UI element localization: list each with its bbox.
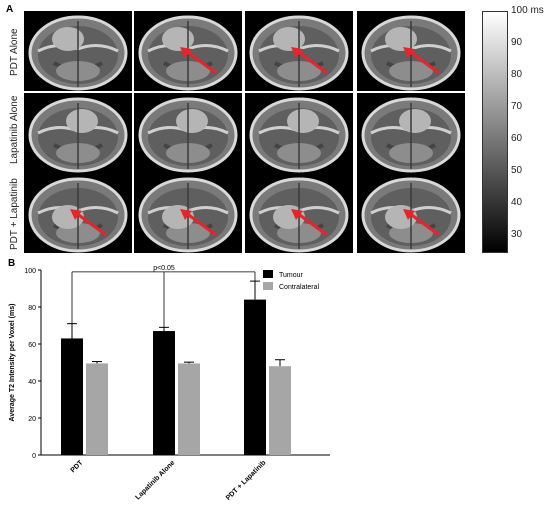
y-tick-label: 60 [28, 342, 36, 349]
y-tick-label: 0 [32, 453, 36, 460]
row-label-pdt-alone: PDT Alone [9, 28, 20, 76]
legend-label: Tumour [279, 272, 304, 279]
mri-image [24, 11, 132, 91]
mri-image [357, 173, 465, 253]
bar [86, 363, 108, 455]
bar [244, 299, 266, 455]
y-tick-label: 100 [24, 268, 36, 275]
legend-label: Contralateral [279, 284, 320, 291]
row-label-pdt-lapatinib: PDT + Lapatinib [9, 178, 20, 250]
bar [178, 363, 200, 455]
mri-image [134, 173, 242, 253]
bar-chart: 0 20 40 60 80 100 Average T2 Intensity per Vox… [9, 265, 330, 502]
colorbar-tick-label: 60 [511, 133, 523, 144]
y-axis-label: Average T2 Intensity per Voxel (ms) [9, 304, 16, 422]
colorbar-tick-label: 50 [511, 165, 523, 176]
bar [269, 366, 291, 455]
category-label: PDT + Lapatinib [225, 459, 267, 501]
colorbar-tick-label: 40 [511, 197, 523, 208]
panel-b-letter: B [8, 258, 16, 269]
mri-image [357, 93, 465, 173]
panel-a-letter: A [6, 4, 14, 15]
red-arrow-icon [403, 209, 440, 237]
colorbar [482, 11, 508, 253]
red-arrow-icon [291, 209, 328, 237]
colorbar-tick-label: 70 [511, 101, 523, 112]
colorbar-tick-label: 80 [511, 69, 523, 80]
mri-image [24, 93, 132, 173]
category-label: PDT [70, 459, 85, 474]
colorbar-tick-label: 90 [511, 37, 523, 48]
category-label: Lapatinib Alone [135, 459, 177, 501]
mri-image [245, 11, 353, 91]
mri-image [245, 173, 353, 253]
mri-image [24, 173, 132, 253]
red-arrow-icon [180, 47, 217, 75]
bar [61, 338, 83, 455]
mri-image [357, 11, 465, 91]
legend-swatch [263, 270, 273, 278]
colorbar-tick-label: 100 ms [511, 5, 544, 16]
mri-image [134, 93, 242, 173]
y-tick-label: 40 [28, 379, 36, 386]
red-arrow-icon [291, 47, 328, 75]
colorbar-tick-label: 30 [511, 229, 523, 240]
red-arrow-icon [70, 209, 107, 237]
mri-image [245, 93, 353, 173]
red-arrow-icon [403, 47, 440, 75]
row-label-lapatinib-alone: Lapatinib Alone [9, 95, 20, 164]
legend-swatch [263, 282, 273, 290]
red-arrow-icon [180, 209, 217, 237]
mri-image [134, 11, 242, 91]
y-tick-label: 80 [28, 305, 36, 312]
bar [153, 331, 175, 455]
p-value-annotation: p<0.05 [153, 265, 175, 272]
y-tick-label: 20 [28, 416, 36, 423]
